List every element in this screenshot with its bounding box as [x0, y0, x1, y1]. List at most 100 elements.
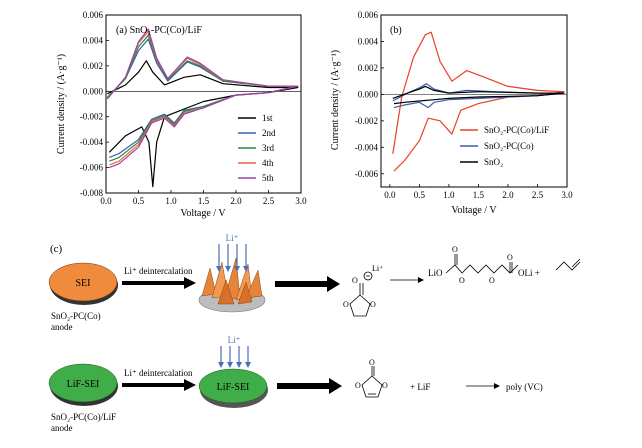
panel-b-xlabel: Voltage / V — [451, 205, 497, 216]
panel-b-frame — [380, 14, 568, 188]
y-tick-label: -0.002 — [355, 116, 378, 126]
ledc-molecule — [445, 254, 581, 274]
arrow-5 — [277, 378, 342, 394]
li-ion-label-2: Li⁺ — [228, 335, 241, 345]
y-tick-label: 0.004 — [83, 35, 104, 45]
li-ion-arrows-1 — [216, 244, 249, 272]
panel-b-x-ticks: 0.0 0.5 1.0 1.5 2.0 2.5 3.0 — [384, 184, 573, 200]
poly-vc: poly (VC) — [506, 382, 543, 392]
y-tick-label: -0.004 — [355, 142, 379, 152]
panel-b-series — [392, 31, 565, 172]
vc-o-top: O — [369, 358, 375, 367]
y-tick-label: 0.000 — [83, 86, 104, 96]
sei-anode-disc: SEI — [48, 262, 118, 305]
panel-b-y-ticks: -0.006 -0.004 -0.002 0.000 0.002 0.004 0.006 — [355, 10, 384, 179]
lif-sei-label-1: LiF-SEI — [67, 379, 100, 390]
ledc-o2: O — [459, 276, 465, 285]
panel-b-ylabel: Current density / (A·g⁻¹) — [330, 50, 341, 150]
y-tick-label: 0.000 — [358, 89, 379, 99]
deintercalation-label-2: Li⁺ deintercalation — [124, 368, 193, 378]
li-ion-arrows-2 — [218, 346, 251, 368]
x-tick-label: 1.5 — [473, 190, 485, 200]
panel-a-chart: 0.0 0.5 1.0 1.5 2.0 2.5 3.0 -0.008 -0.006 -0.004… — [56, 10, 307, 219]
arrow-2 — [275, 276, 340, 292]
legend-entry: SnO₂-PC(Co) — [484, 141, 534, 151]
series-line-1 — [392, 31, 565, 172]
panel-a-legend: 1st 2nd 3rd 4th 5th — [238, 113, 276, 183]
y-tick-label: -0.006 — [80, 163, 104, 173]
panel-a-x-ticks: 0.0 0.5 1.0 1.5 2.0 2.5 3.0 — [100, 190, 307, 206]
y-tick-label: -0.006 — [355, 169, 379, 179]
ledc-o1: O — [452, 245, 458, 254]
legend-entry: 2nd — [262, 128, 276, 138]
vc-o-left: O — [355, 381, 361, 390]
lif-sei-label-2: LiF-SEI — [217, 382, 250, 393]
y-tick-label: -0.008 — [80, 188, 104, 198]
legend-entry: 3rd — [262, 143, 274, 153]
plus-lif: + LiF — [410, 382, 430, 392]
mol1-o-right: O — [370, 300, 376, 309]
y-tick-label: -0.004 — [80, 137, 104, 147]
series-line-2 — [106, 38, 299, 158]
sei-label: SEI — [76, 278, 91, 289]
lif-anode-disc: LiF-SEI — [48, 363, 118, 406]
panel-b-label: (b) — [390, 25, 402, 36]
mol1-li: Li⁺ — [372, 264, 383, 273]
legend-entry: 4th — [262, 158, 274, 168]
y-tick-label: 0.002 — [358, 63, 378, 73]
arrow-6 — [466, 383, 500, 389]
panel-c-scheme: (c) SEI SnO₂-PC(Co) anode Li⁺ deintercal… — [48, 233, 581, 433]
anode-word-1: anode — [51, 322, 73, 332]
x-tick-label: 2.5 — [532, 190, 544, 200]
deintercalation-label-1: Li⁺ deintercalation — [124, 266, 193, 276]
x-tick-label: 2.0 — [230, 196, 242, 206]
arrow-4 — [122, 379, 196, 391]
anode-name-2: SnO₂-PC(Co)/LiF — [51, 412, 116, 422]
legend-entry: SnO₂ — [484, 157, 503, 167]
panel-a-label: (a) SnO₂-PC(Co)/LiF — [116, 25, 202, 36]
y-tick-label: 0.004 — [358, 36, 379, 46]
y-tick-label: -0.002 — [80, 112, 103, 122]
y-tick-label: 0.006 — [358, 10, 379, 20]
anode-name-1: SnO₂-PC(Co) — [51, 311, 101, 321]
series-line-5 — [106, 28, 299, 169]
x-tick-label: 1.5 — [198, 196, 210, 206]
x-tick-label: 0.0 — [384, 190, 396, 200]
product-lio: LiO — [428, 268, 443, 278]
panel-c-label: (c) — [50, 243, 63, 255]
x-tick-label: 0.5 — [133, 196, 145, 206]
x-tick-label: 1.0 — [443, 190, 455, 200]
x-tick-label: 2.0 — [502, 190, 514, 200]
legend-entry: 5th — [262, 173, 274, 183]
ec-li-molecule — [349, 271, 373, 317]
ledc-o3: O — [489, 276, 495, 285]
panel-a-series — [106, 28, 299, 188]
x-tick-label: 1.0 — [165, 196, 177, 206]
anode-word-2: anode — [51, 423, 73, 433]
panel-a-xlabel: Voltage / V — [180, 208, 226, 219]
legend-entry: SnO₂-PC(Co)/LiF — [484, 125, 549, 135]
x-tick-label: 3.0 — [295, 196, 307, 206]
x-tick-label: 0.0 — [100, 196, 112, 206]
arrow-3 — [390, 277, 424, 283]
ledc-o4: O — [507, 253, 513, 262]
vc-o-right: O — [382, 381, 388, 390]
panel-a-ylabel: Current density / (A·g⁻¹) — [56, 54, 67, 154]
product-oli: OLi + — [518, 268, 540, 278]
cracked-sei-disc — [198, 257, 266, 313]
panel-b-chart: 0.0 0.5 1.0 1.5 2.0 2.5 3.0 -0.006 -0.004 -0.002… — [330, 10, 573, 216]
li-ion-label-1: Li⁺ — [226, 233, 239, 243]
series-line-3 — [392, 85, 565, 105]
mol1-o-left: O — [343, 300, 349, 309]
y-tick-label: 0.006 — [83, 10, 104, 20]
x-tick-label: 2.5 — [263, 196, 275, 206]
x-tick-label: 0.5 — [414, 190, 426, 200]
vc-molecule — [361, 366, 383, 398]
lif-disc-2: LiF-SEI — [198, 368, 268, 408]
panel-a-y-ticks: -0.008 -0.006 -0.004 -0.002 0.000 0.002 0.004 0… — [80, 10, 109, 198]
arrow-1 — [122, 277, 196, 289]
mol1-o-top: O — [352, 276, 358, 285]
x-tick-label: 3.0 — [561, 190, 573, 200]
panel-b-legend: SnO₂-PC(Co)/LiF SnO₂-PC(Co) SnO₂ — [460, 125, 549, 167]
